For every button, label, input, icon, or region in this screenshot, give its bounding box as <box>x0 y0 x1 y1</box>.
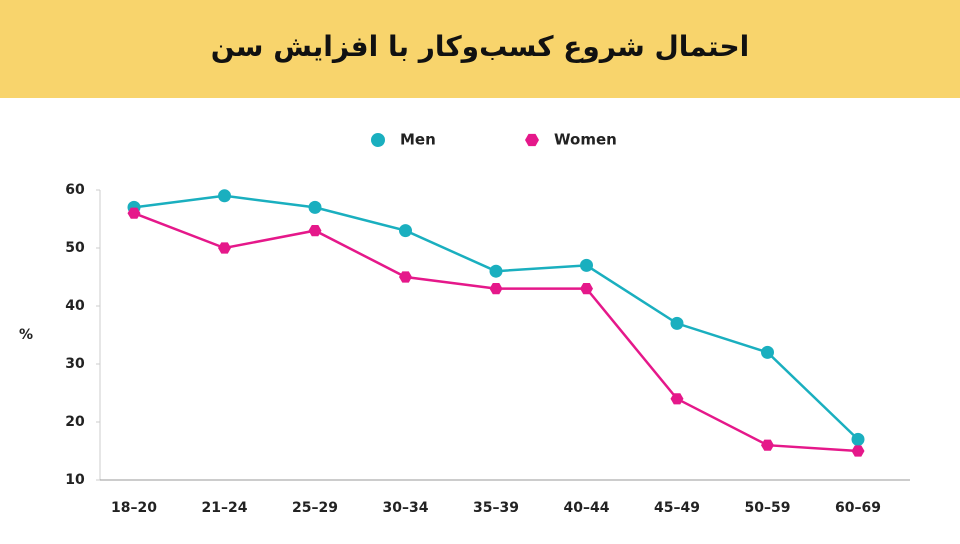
legend-label: Men <box>400 131 436 149</box>
point <box>489 283 503 295</box>
point <box>761 439 774 451</box>
x-tick-label: 25–29 <box>292 500 338 516</box>
y-tick-label: 60 <box>65 182 85 198</box>
point <box>580 258 593 272</box>
legend-marker <box>371 133 385 147</box>
point <box>489 264 503 278</box>
point <box>308 225 322 237</box>
series-line <box>133 212 859 453</box>
x-tick-label: 50–59 <box>745 500 791 516</box>
y-axis-label: % <box>19 327 33 343</box>
point <box>127 207 141 219</box>
point <box>218 189 231 203</box>
y-tick-label: 50 <box>65 240 85 256</box>
point <box>308 200 322 214</box>
x-tick-label: 35–39 <box>473 500 519 516</box>
x-tick-label: 45–49 <box>654 500 700 516</box>
point <box>399 224 412 238</box>
chart-title: احتمال شروع کسب‌وکار با افزایش سن <box>211 30 750 63</box>
point <box>580 283 593 295</box>
y-tick-label: 40 <box>65 298 85 314</box>
y-tick-label: 10 <box>65 472 85 488</box>
x-tick-label: 18–20 <box>111 500 157 516</box>
x-tick-label: 21–24 <box>202 500 248 516</box>
legend-marker <box>525 133 539 147</box>
point <box>670 393 684 405</box>
legend-label: Women <box>554 131 617 149</box>
header-band <box>0 0 960 98</box>
point <box>670 316 684 330</box>
point <box>399 271 412 283</box>
x-tick-label: 60–69 <box>835 500 881 516</box>
x-tick-label: 30–34 <box>383 500 429 516</box>
point <box>851 445 865 457</box>
point <box>218 242 231 254</box>
point <box>761 345 774 359</box>
x-tick-label: 40–44 <box>564 500 610 516</box>
y-tick-label: 20 <box>65 414 85 430</box>
point <box>851 432 865 446</box>
y-tick-label: 30 <box>65 356 85 372</box>
series-line <box>133 194 859 441</box>
